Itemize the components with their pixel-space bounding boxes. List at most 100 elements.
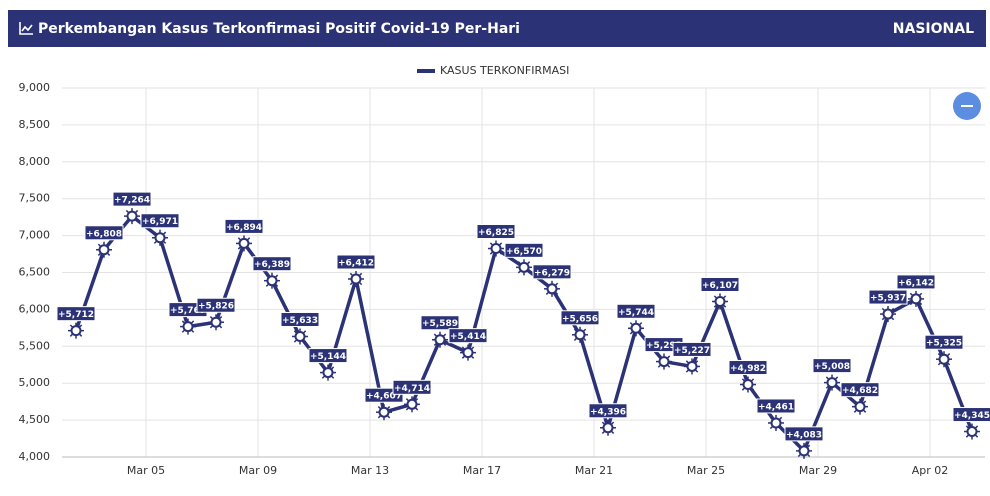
virus-marker [376, 404, 392, 420]
value-label: +5,144 [310, 352, 346, 362]
marker-body [72, 326, 81, 335]
virus-marker [180, 319, 196, 335]
y-tick-label: 5,000 [19, 376, 51, 389]
marker-body [492, 244, 501, 253]
marker-body [912, 294, 921, 303]
marker-body [324, 368, 333, 377]
plot: 4,0004,5005,0005,5006,0006,5007,0007,500… [19, 81, 990, 477]
marker-body [212, 318, 221, 327]
marker-body [380, 408, 389, 417]
x-tick-label: Mar 09 [239, 464, 277, 477]
virus-marker [208, 314, 224, 330]
value-label: +6,142 [898, 278, 934, 288]
virus-marker [320, 365, 336, 381]
x-tick-label: Mar 29 [799, 464, 837, 477]
legend-swatch [417, 69, 435, 73]
marker-body [576, 330, 585, 339]
virus-marker [712, 294, 728, 310]
marker-body [156, 233, 165, 242]
y-tick-label: 7,000 [19, 229, 51, 242]
virus-marker [880, 306, 896, 322]
marker-body [352, 274, 361, 283]
virus-marker [684, 358, 700, 374]
legend-label[interactable]: KASUS TERKONFIRMASI [440, 64, 569, 77]
y-tick-label: 8,000 [19, 155, 51, 168]
marker-body [828, 378, 837, 387]
value-label: +6,825 [478, 228, 514, 238]
virus-marker [908, 291, 924, 307]
header-title: Perkembangan Kasus Terkonfirmasi Positif… [38, 21, 520, 37]
marker-body [436, 335, 445, 344]
marker-body [128, 212, 137, 221]
y-tick-label: 7,500 [19, 192, 51, 205]
virus-marker [852, 399, 868, 415]
value-label: +5,937 [870, 294, 906, 304]
virus-marker [124, 208, 140, 224]
virus-marker [432, 332, 448, 348]
value-label: +4,982 [730, 364, 766, 374]
marker-body [520, 263, 529, 272]
value-label: +6,894 [226, 223, 262, 233]
value-label: +5,656 [562, 314, 598, 324]
value-label: +4,682 [842, 386, 878, 396]
virus-marker [964, 424, 980, 440]
value-label: +4,083 [786, 430, 822, 440]
virus-marker [404, 396, 420, 412]
value-label: +6,971 [142, 217, 178, 227]
value-label: +5,633 [282, 316, 318, 326]
y-tick-label: 5,500 [19, 339, 51, 352]
marker-body [240, 239, 249, 248]
virus-marker [936, 351, 952, 367]
value-label: +5,008 [814, 362, 850, 372]
virus-marker [152, 230, 168, 246]
marker-body [688, 362, 697, 371]
value-label: +5,826 [198, 302, 234, 312]
value-label: +6,389 [254, 260, 290, 270]
virus-marker [600, 420, 616, 436]
marker-body [968, 427, 977, 436]
marker-body [408, 400, 417, 409]
value-label: +7,264 [114, 196, 150, 206]
virus-marker [460, 345, 476, 361]
value-label: +6,808 [86, 229, 122, 239]
virus-marker [824, 375, 840, 391]
virus-marker [544, 281, 560, 297]
virus-marker [768, 415, 784, 431]
marker-body [660, 357, 669, 366]
y-tick-label: 6,000 [19, 302, 51, 315]
marker-body [632, 324, 641, 333]
virus-marker [68, 323, 84, 339]
virus-marker [796, 443, 812, 459]
marker-body [716, 297, 725, 306]
value-label: +4,345 [954, 411, 990, 421]
marker-body [856, 402, 865, 411]
marker-body [548, 284, 557, 293]
virus-marker [656, 354, 672, 370]
x-tick-label: Apr 02 [912, 464, 949, 477]
marker-body [296, 332, 305, 341]
value-label: +5,325 [926, 339, 962, 349]
virus-marker [348, 271, 364, 287]
header-scope: NASIONAL [893, 21, 974, 37]
y-tick-label: 6,500 [19, 266, 51, 279]
value-label: +4,714 [394, 384, 430, 394]
marker-body [184, 322, 193, 331]
y-tick-label: 8,500 [19, 118, 51, 131]
x-tick-label: Mar 21 [575, 464, 613, 477]
value-label: +6,107 [702, 281, 738, 291]
x-tick-label: Mar 13 [351, 464, 389, 477]
marker-body [464, 348, 473, 357]
marker-body [100, 245, 109, 254]
virus-marker [516, 259, 532, 275]
value-label: +5,227 [674, 346, 710, 356]
virus-marker [236, 235, 252, 251]
x-tick-label: Mar 25 [687, 464, 725, 477]
marker-body [744, 380, 753, 389]
marker-body [800, 446, 809, 455]
virus-marker [292, 328, 308, 344]
x-tick-label: Mar 17 [463, 464, 501, 477]
virus-marker [740, 377, 756, 393]
virus-marker [264, 273, 280, 289]
